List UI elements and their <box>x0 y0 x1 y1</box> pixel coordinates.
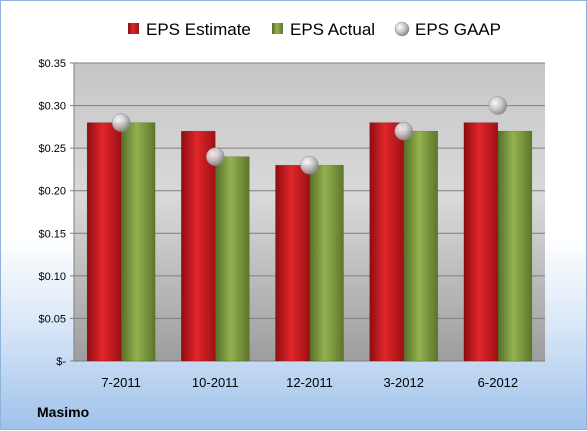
y-tick-label: $0.05 <box>38 313 66 325</box>
gaap-markers <box>111 96 508 175</box>
gaap-marker <box>300 155 319 175</box>
x-tick-label: 10-2011 <box>192 375 239 390</box>
estimate-bar <box>275 164 310 362</box>
y-tick-label: $0.35 <box>38 58 66 70</box>
estimate-bar <box>86 122 122 362</box>
gaap-marker <box>394 121 413 141</box>
y-tick-label: $0.20 <box>38 186 66 198</box>
x-tick-label: 3-2012 <box>383 375 423 390</box>
gaap-marker <box>206 147 225 166</box>
y-tick-label: $0.25 <box>38 143 66 155</box>
legend-label: EPS Actual <box>290 20 375 39</box>
gaap-marker <box>111 113 131 132</box>
y-tick-label: $0.30 <box>38 101 66 113</box>
legend-swatch <box>394 21 410 37</box>
company-name: Masimo <box>37 404 90 420</box>
x-tick-label: 12-2011 <box>286 375 333 390</box>
y-tick-label: $0.15 <box>38 228 66 240</box>
legend-label: EPS Estimate <box>146 20 251 39</box>
legend: EPS Estimate EPS Actual EPS GAAP <box>128 20 501 39</box>
estimate-bar <box>181 130 216 362</box>
actual-bar <box>403 130 438 362</box>
actual-bar <box>497 130 533 362</box>
legend-swatch <box>128 23 139 34</box>
gaap-marker <box>488 96 508 115</box>
actual-bar <box>215 156 250 362</box>
actual-bar <box>309 164 344 362</box>
x-tick-label: 6-2012 <box>478 375 518 390</box>
x-axis: 7-2011 10-2011 12-2011 3-2012 6-2012 <box>101 375 518 390</box>
actual-bar <box>120 122 156 362</box>
legend-label: EPS GAAP <box>415 20 501 39</box>
estimate-bar <box>369 122 404 362</box>
estimate-bar <box>463 122 499 362</box>
bars <box>86 122 533 362</box>
y-tick-label: $- <box>56 356 66 368</box>
x-tick-label: 7-2011 <box>101 375 141 390</box>
y-tick-label: $0.10 <box>38 271 66 283</box>
legend-swatch <box>272 23 283 34</box>
